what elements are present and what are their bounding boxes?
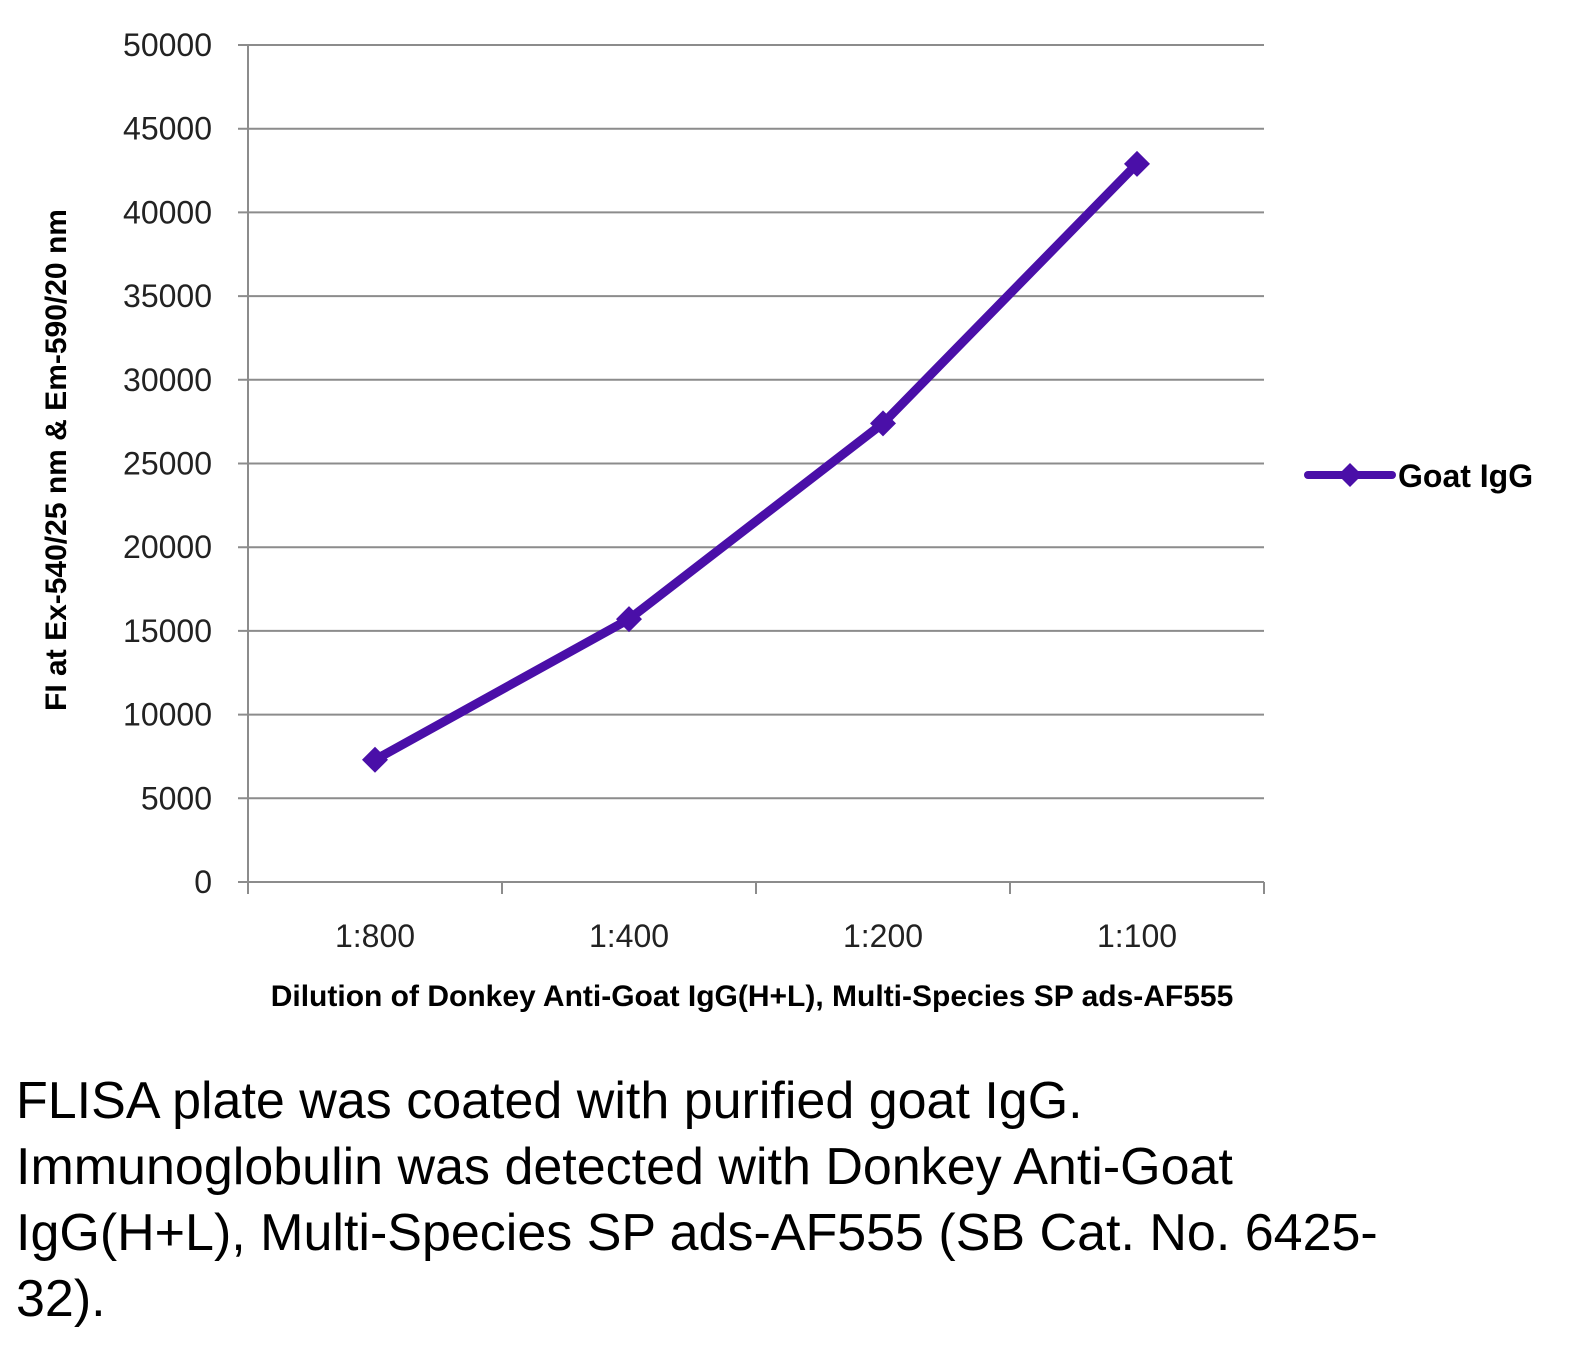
series-goat-igg — [362, 150, 1150, 773]
y-tick-label: 50000 — [123, 27, 212, 63]
x-tick-label-1-800: 1:800 — [335, 918, 415, 954]
y-tick-label: 30000 — [123, 362, 212, 398]
y-tick-label: 35000 — [123, 278, 212, 314]
line-chart: 0 5000 10000 15000 20000 25000 30000 35000 40000… — [40, 27, 1533, 1013]
x-tick-label-1-100: 1:100 — [1097, 918, 1177, 954]
figure-caption: FLISA plate was coated with purified goa… — [16, 1072, 1378, 1328]
data-point-1-400 — [616, 606, 642, 633]
y-tick-label: 15000 — [123, 613, 212, 649]
y-tick-label: 20000 — [123, 529, 212, 565]
data-point-1-200 — [870, 410, 896, 437]
axes — [247, 45, 1265, 894]
series-line — [370, 159, 1142, 765]
x-tick-labels: 1:800 1:400 1:200 1:100 — [335, 918, 1177, 954]
legend: Goat IgG — [1304, 458, 1533, 494]
gridlines — [238, 44, 1264, 883]
y-tick-label: 25000 — [123, 446, 212, 482]
data-point-1-800 — [362, 746, 388, 773]
y-tick-label: 5000 — [141, 780, 212, 816]
legend-diamond-marker — [1338, 463, 1362, 487]
y-tick-label: 10000 — [123, 697, 212, 733]
y-tick-labels: 0 5000 10000 15000 20000 25000 30000 35000 40000… — [123, 27, 212, 900]
x-tick-label-1-200: 1:200 — [843, 918, 923, 954]
data-point-1-100 — [1124, 150, 1150, 177]
y-tick-label: 45000 — [123, 111, 212, 147]
x-axis-title: Dilution of Donkey Anti-Goat IgG(H+L), M… — [271, 980, 1234, 1013]
y-tick-label: 0 — [194, 864, 212, 900]
legend-label: Goat IgG — [1398, 458, 1533, 494]
y-axis-title: FI at Ex-540/25 nm & Em-590/20 nm — [40, 209, 73, 711]
y-tick-label: 40000 — [123, 194, 212, 230]
x-tick-label-1-400: 1:400 — [589, 918, 669, 954]
